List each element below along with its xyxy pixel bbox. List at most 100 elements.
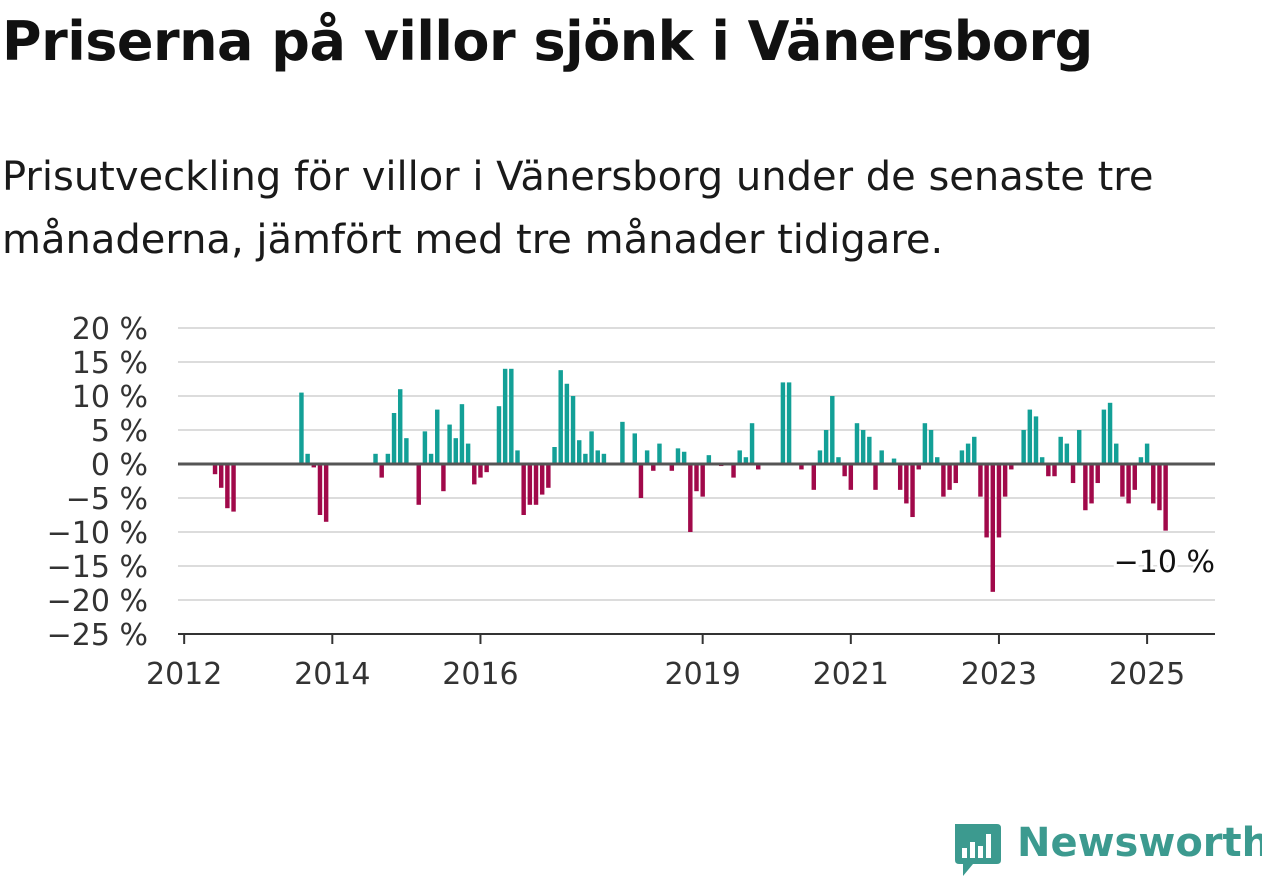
- x-tick-label: 2016: [442, 657, 518, 692]
- bar: [1132, 464, 1137, 490]
- bar: [910, 464, 915, 518]
- bar: [472, 464, 477, 485]
- bar: [1046, 464, 1051, 477]
- bar: [873, 464, 878, 490]
- bars: [212, 368, 1168, 592]
- bar: [1126, 464, 1131, 504]
- bar: [657, 443, 662, 464]
- y-tick-label: −15 %: [47, 550, 148, 585]
- bar: [391, 413, 397, 464]
- bar: [959, 450, 965, 464]
- bar: [891, 458, 897, 464]
- bar: [1120, 464, 1125, 497]
- bar: [651, 464, 656, 471]
- bar: [1095, 464, 1100, 484]
- bar: [700, 464, 705, 497]
- bar: [972, 436, 977, 464]
- bar: [546, 464, 551, 488]
- bar: [465, 443, 471, 464]
- bar: [620, 421, 625, 464]
- bar: [984, 464, 989, 538]
- bar: [1151, 464, 1156, 504]
- bar: [385, 453, 391, 464]
- bar: [299, 392, 304, 464]
- bar: [1009, 464, 1014, 470]
- bar: [780, 382, 786, 464]
- y-tick-label: 5 %: [91, 414, 148, 449]
- bar: [404, 438, 409, 464]
- bar: [731, 464, 736, 478]
- bar: [842, 464, 847, 477]
- bar: [1138, 457, 1144, 464]
- bar: [589, 431, 594, 464]
- bar: [521, 464, 526, 515]
- y-tick-label: −10 %: [47, 516, 148, 551]
- bar: [965, 443, 971, 464]
- brand-name: Newsworthy: [1017, 820, 1262, 866]
- x-tick-label: 2012: [146, 657, 222, 692]
- y-tick-label: −5 %: [66, 482, 148, 517]
- bar: [681, 451, 687, 464]
- x-tick-label: 2021: [813, 657, 889, 692]
- bar: [509, 368, 514, 464]
- bar: [311, 464, 317, 468]
- bar: [502, 368, 508, 464]
- bar: [916, 464, 921, 470]
- bar: [422, 431, 428, 464]
- bar: [435, 409, 440, 464]
- y-tick-label: 10 %: [72, 380, 148, 415]
- bar: [644, 450, 650, 464]
- bar: [786, 382, 792, 464]
- y-tick-label: −20 %: [47, 584, 148, 619]
- bar: [737, 450, 742, 464]
- bar: [638, 464, 644, 498]
- bar: [583, 453, 588, 464]
- bar: [811, 464, 817, 490]
- bar: [218, 464, 224, 488]
- bar: [1002, 464, 1008, 497]
- bar: [552, 447, 557, 464]
- bar: [484, 464, 489, 473]
- bar: [576, 440, 582, 464]
- bar: [564, 383, 570, 464]
- bar: [225, 464, 230, 509]
- bar: [935, 457, 940, 464]
- bar: [632, 433, 637, 464]
- bar: [595, 450, 600, 464]
- bar: [756, 464, 761, 470]
- bar: [953, 464, 958, 484]
- last-value-annotation: −10 %: [1114, 545, 1215, 580]
- y-tick-label: 0 %: [91, 448, 148, 483]
- bar: [1144, 443, 1150, 464]
- bar: [558, 370, 563, 464]
- bar: [459, 404, 465, 464]
- bar: [1070, 464, 1076, 484]
- bar: [1083, 464, 1088, 511]
- bar: [1101, 409, 1107, 464]
- y-axis-ticks: 20 %15 %10 %5 %0 %−5 %−10 %−15 %−20 %−25…: [47, 312, 148, 653]
- newsworthy-chart-icon: [955, 824, 1001, 876]
- bar: [397, 389, 403, 464]
- bar: [447, 424, 452, 464]
- chart-subtitle: Prisutveckling för villor i Vänersborg u…: [2, 154, 1154, 263]
- bar: [539, 464, 545, 495]
- bar: [231, 464, 236, 512]
- bar: [922, 423, 928, 464]
- chart-title: Priserna på villor sjönk i Vänersborg: [2, 10, 1093, 73]
- bar: [928, 430, 934, 464]
- bar: [706, 455, 712, 464]
- x-tick-label: 2025: [1109, 657, 1185, 692]
- bar: [836, 457, 841, 464]
- bar: [533, 464, 539, 505]
- bar: [305, 453, 310, 464]
- bar: [527, 464, 533, 505]
- bar: [823, 430, 829, 464]
- grid-lines: [178, 327, 1215, 601]
- newsworthy-logo: Newsworthy: [951, 820, 1262, 876]
- y-tick-label: 20 %: [72, 312, 148, 347]
- bar: [1107, 402, 1113, 464]
- bar: [1076, 430, 1082, 464]
- bar: [688, 464, 693, 532]
- bar-chart: 20 %15 %10 %5 %0 %−5 %−10 %−15 %−20 %−25…: [47, 312, 1218, 692]
- bar: [669, 464, 675, 471]
